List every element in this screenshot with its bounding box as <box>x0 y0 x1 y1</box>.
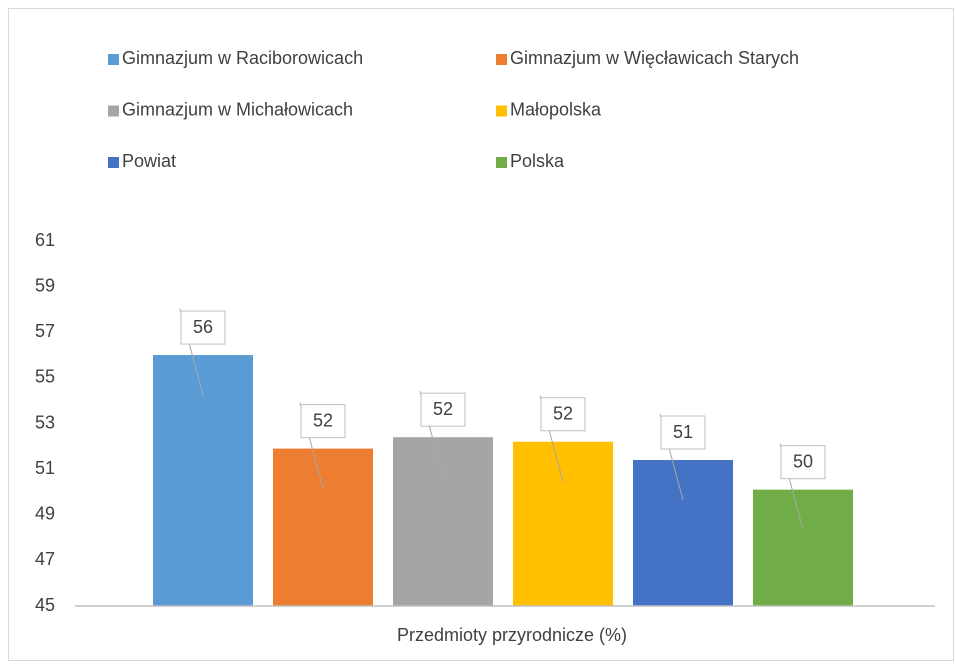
label-box <box>300 404 346 439</box>
data-label: 50 <box>793 451 813 471</box>
legend-label: Małopolska <box>510 99 602 119</box>
y-tick-label: 59 <box>35 275 55 295</box>
bar <box>393 437 493 606</box>
legend-label: Gimnazjum w Więcławicach Starych <box>510 48 799 68</box>
data-label: 51 <box>673 422 693 442</box>
label-box <box>420 392 466 427</box>
y-tick-label: 47 <box>35 549 55 569</box>
y-tick-label: 61 <box>35 230 55 250</box>
bar <box>153 355 253 606</box>
bar <box>633 460 733 606</box>
bar <box>753 489 853 606</box>
label-box <box>660 415 706 450</box>
y-tick-label: 49 <box>35 504 55 524</box>
y-tick-label: 45 <box>35 595 55 615</box>
data-label: 52 <box>313 410 333 430</box>
y-tick-label: 57 <box>35 321 55 341</box>
legend-swatch <box>108 54 119 65</box>
legend-swatch <box>108 157 119 168</box>
x-tick-label: Przedmioty przyrodnicze (%) <box>397 625 627 645</box>
y-tick-label: 53 <box>35 412 55 432</box>
legend-label: Polska <box>510 151 565 171</box>
label-box <box>180 310 226 345</box>
label-box <box>780 445 826 480</box>
bar <box>513 441 613 606</box>
legend-swatch <box>496 54 507 65</box>
legend-swatch <box>496 157 507 168</box>
data-label: 56 <box>193 317 213 337</box>
label-box <box>540 397 586 432</box>
legend-label: Gimnazjum w Michałowicach <box>122 99 353 119</box>
data-label: 52 <box>553 404 573 424</box>
y-tick-label: 51 <box>35 458 55 478</box>
bar <box>273 448 373 606</box>
data-label: 52 <box>433 399 453 419</box>
legend-swatch <box>108 105 119 117</box>
legend-swatch <box>496 105 507 117</box>
legend-label: Gimnazjum w Raciborowicach <box>122 48 363 68</box>
y-tick-label: 55 <box>35 367 55 387</box>
legend-label: Powiat <box>122 151 176 171</box>
